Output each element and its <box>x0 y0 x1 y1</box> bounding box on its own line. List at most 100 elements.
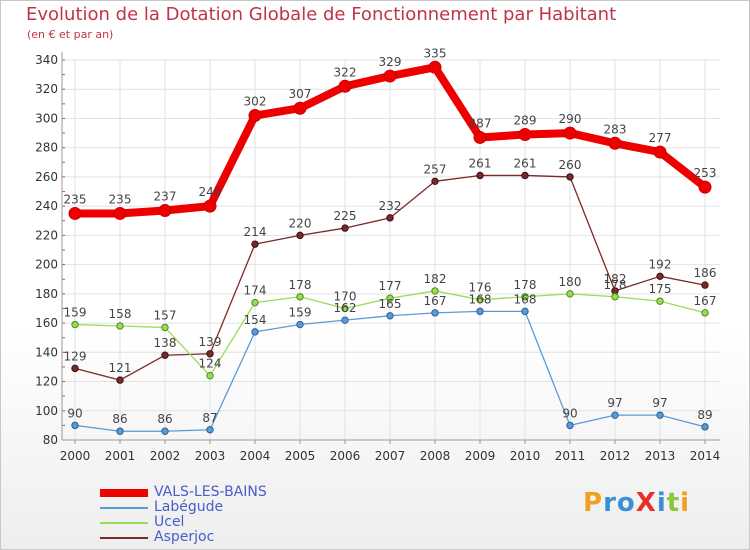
data-label-lab-gude: 90 <box>562 406 577 420</box>
data-label-vals-les-bains: 235 <box>109 192 132 206</box>
legend-label: Ucel <box>154 514 185 530</box>
data-point-lab-gude <box>206 426 214 434</box>
data-label-ucel: 158 <box>109 307 132 321</box>
legend-swatch <box>100 507 148 509</box>
data-point-lab-gude <box>161 427 169 435</box>
y-tick-label: 340 <box>35 53 58 67</box>
data-label-vals-les-bains: 335 <box>424 46 447 60</box>
data-label-ucel: 124 <box>199 357 222 371</box>
logo-letter: i <box>656 488 667 518</box>
y-tick-label: 280 <box>35 141 58 155</box>
data-label-vals-les-bains: 287 <box>469 116 492 130</box>
data-point-asperjoc <box>341 224 349 232</box>
data-point-vals-les-bains <box>608 136 622 150</box>
data-point-lab-gude <box>116 427 124 435</box>
data-label-lab-gude: 87 <box>202 411 217 425</box>
y-tick-label: 260 <box>35 170 58 184</box>
data-point-asperjoc <box>206 350 214 358</box>
x-tick-label: 2014 <box>690 449 721 463</box>
y-tick-label: 180 <box>35 287 58 301</box>
data-label-asperjoc: 186 <box>694 266 717 280</box>
legend-label: Asperjoc <box>154 529 215 545</box>
data-point-vals-les-bains <box>383 69 397 83</box>
data-label-asperjoc: 182 <box>604 272 627 286</box>
x-tick-label: 2010 <box>510 449 541 463</box>
data-point-vals-les-bains <box>473 130 487 144</box>
data-point-vals-les-bains <box>428 60 442 74</box>
data-label-ucel: 170 <box>334 289 357 303</box>
data-point-ucel <box>611 293 619 301</box>
data-point-asperjoc <box>521 171 529 180</box>
series-lines <box>68 60 712 435</box>
y-tick-label: 80 <box>43 433 58 447</box>
data-point-vals-les-bains <box>68 206 82 220</box>
data-label-vals-les-bains: 283 <box>604 122 627 136</box>
legend-label: Labégude <box>154 499 224 515</box>
data-label-ucel: 177 <box>379 279 402 293</box>
data-label-asperjoc: 261 <box>514 156 537 170</box>
data-label-vals-les-bains: 290 <box>559 112 582 126</box>
data-point-ucel <box>251 298 259 307</box>
data-point-vals-les-bains <box>698 180 712 194</box>
y-tick-label: 120 <box>35 375 58 389</box>
data-point-ucel <box>656 297 664 305</box>
data-label-asperjoc: 257 <box>424 162 447 176</box>
data-label-lab-gude: 97 <box>652 396 667 410</box>
data-label-ucel: 175 <box>649 282 672 296</box>
x-tick-label: 2011 <box>555 449 586 463</box>
data-label-vals-les-bains: 237 <box>154 190 177 204</box>
data-label-asperjoc: 192 <box>649 257 672 271</box>
legend-swatch <box>100 489 148 497</box>
data-label-lab-gude: 86 <box>112 412 127 426</box>
data-label-lab-gude: 89 <box>697 408 712 422</box>
legend-swatch <box>100 522 148 524</box>
data-label-asperjoc: 260 <box>559 158 582 172</box>
data-label-asperjoc: 139 <box>199 335 222 349</box>
data-point-ucel <box>566 290 574 298</box>
data-label-vals-les-bains: 307 <box>289 87 312 101</box>
data-label-lab-gude: 167 <box>424 294 447 308</box>
data-label-lab-gude: 165 <box>379 297 402 311</box>
data-point-asperjoc <box>161 351 169 359</box>
x-tick-label: 2004 <box>240 449 271 463</box>
logo-letter: P <box>583 488 604 518</box>
data-point-lab-gude <box>656 411 664 419</box>
x-tick-label: 2005 <box>285 449 316 463</box>
logo-letter: X <box>635 488 657 518</box>
y-tick-label: 140 <box>35 345 58 359</box>
data-point-ucel <box>476 295 484 304</box>
data-point-lab-gude <box>611 411 619 419</box>
data-point-asperjoc <box>566 173 574 181</box>
data-label-ucel: 178 <box>289 278 312 292</box>
data-point-asperjoc <box>431 177 439 186</box>
data-label-vals-les-bains: 322 <box>334 65 357 79</box>
line-chart: 80 100 120 140 160 180 200 220 240 260 280 300 320 34… <box>35 46 721 463</box>
data-point-ucel <box>296 293 304 301</box>
y-tick-label: 240 <box>35 199 58 213</box>
data-label-asperjoc: 220 <box>289 216 312 230</box>
data-label-lab-gude: 159 <box>289 306 312 320</box>
data-point-ucel <box>341 304 349 313</box>
data-label-lab-gude: 162 <box>334 301 357 315</box>
y-tick-label: 320 <box>35 82 58 96</box>
data-labels: 235 235 237 240 302 307 322 329 335 287 289 290 283 2… <box>64 46 717 426</box>
data-point-asperjoc <box>656 272 664 281</box>
data-label-lab-gude: 168 <box>514 292 537 306</box>
data-label-vals-les-bains: 329 <box>379 55 402 69</box>
data-point-ucel <box>161 323 169 332</box>
x-tick-label: 2008 <box>420 449 451 463</box>
data-label-asperjoc: 214 <box>244 225 267 239</box>
x-tick-label: 2012 <box>600 449 631 463</box>
data-label-lab-gude: 90 <box>67 406 82 420</box>
data-point-ucel <box>116 322 124 330</box>
data-label-asperjoc: 138 <box>154 336 177 350</box>
data-point-ucel <box>71 320 79 329</box>
proxiti-logo: ProXiti <box>583 488 690 518</box>
data-label-ucel: 174 <box>244 284 267 298</box>
data-point-vals-les-bains <box>563 126 577 140</box>
legend-label: VALS-LES-BAINS <box>154 484 267 500</box>
data-point-vals-les-bains <box>203 199 217 213</box>
data-label-ucel: 180 <box>559 275 582 289</box>
y-tick-label: 200 <box>35 258 58 272</box>
